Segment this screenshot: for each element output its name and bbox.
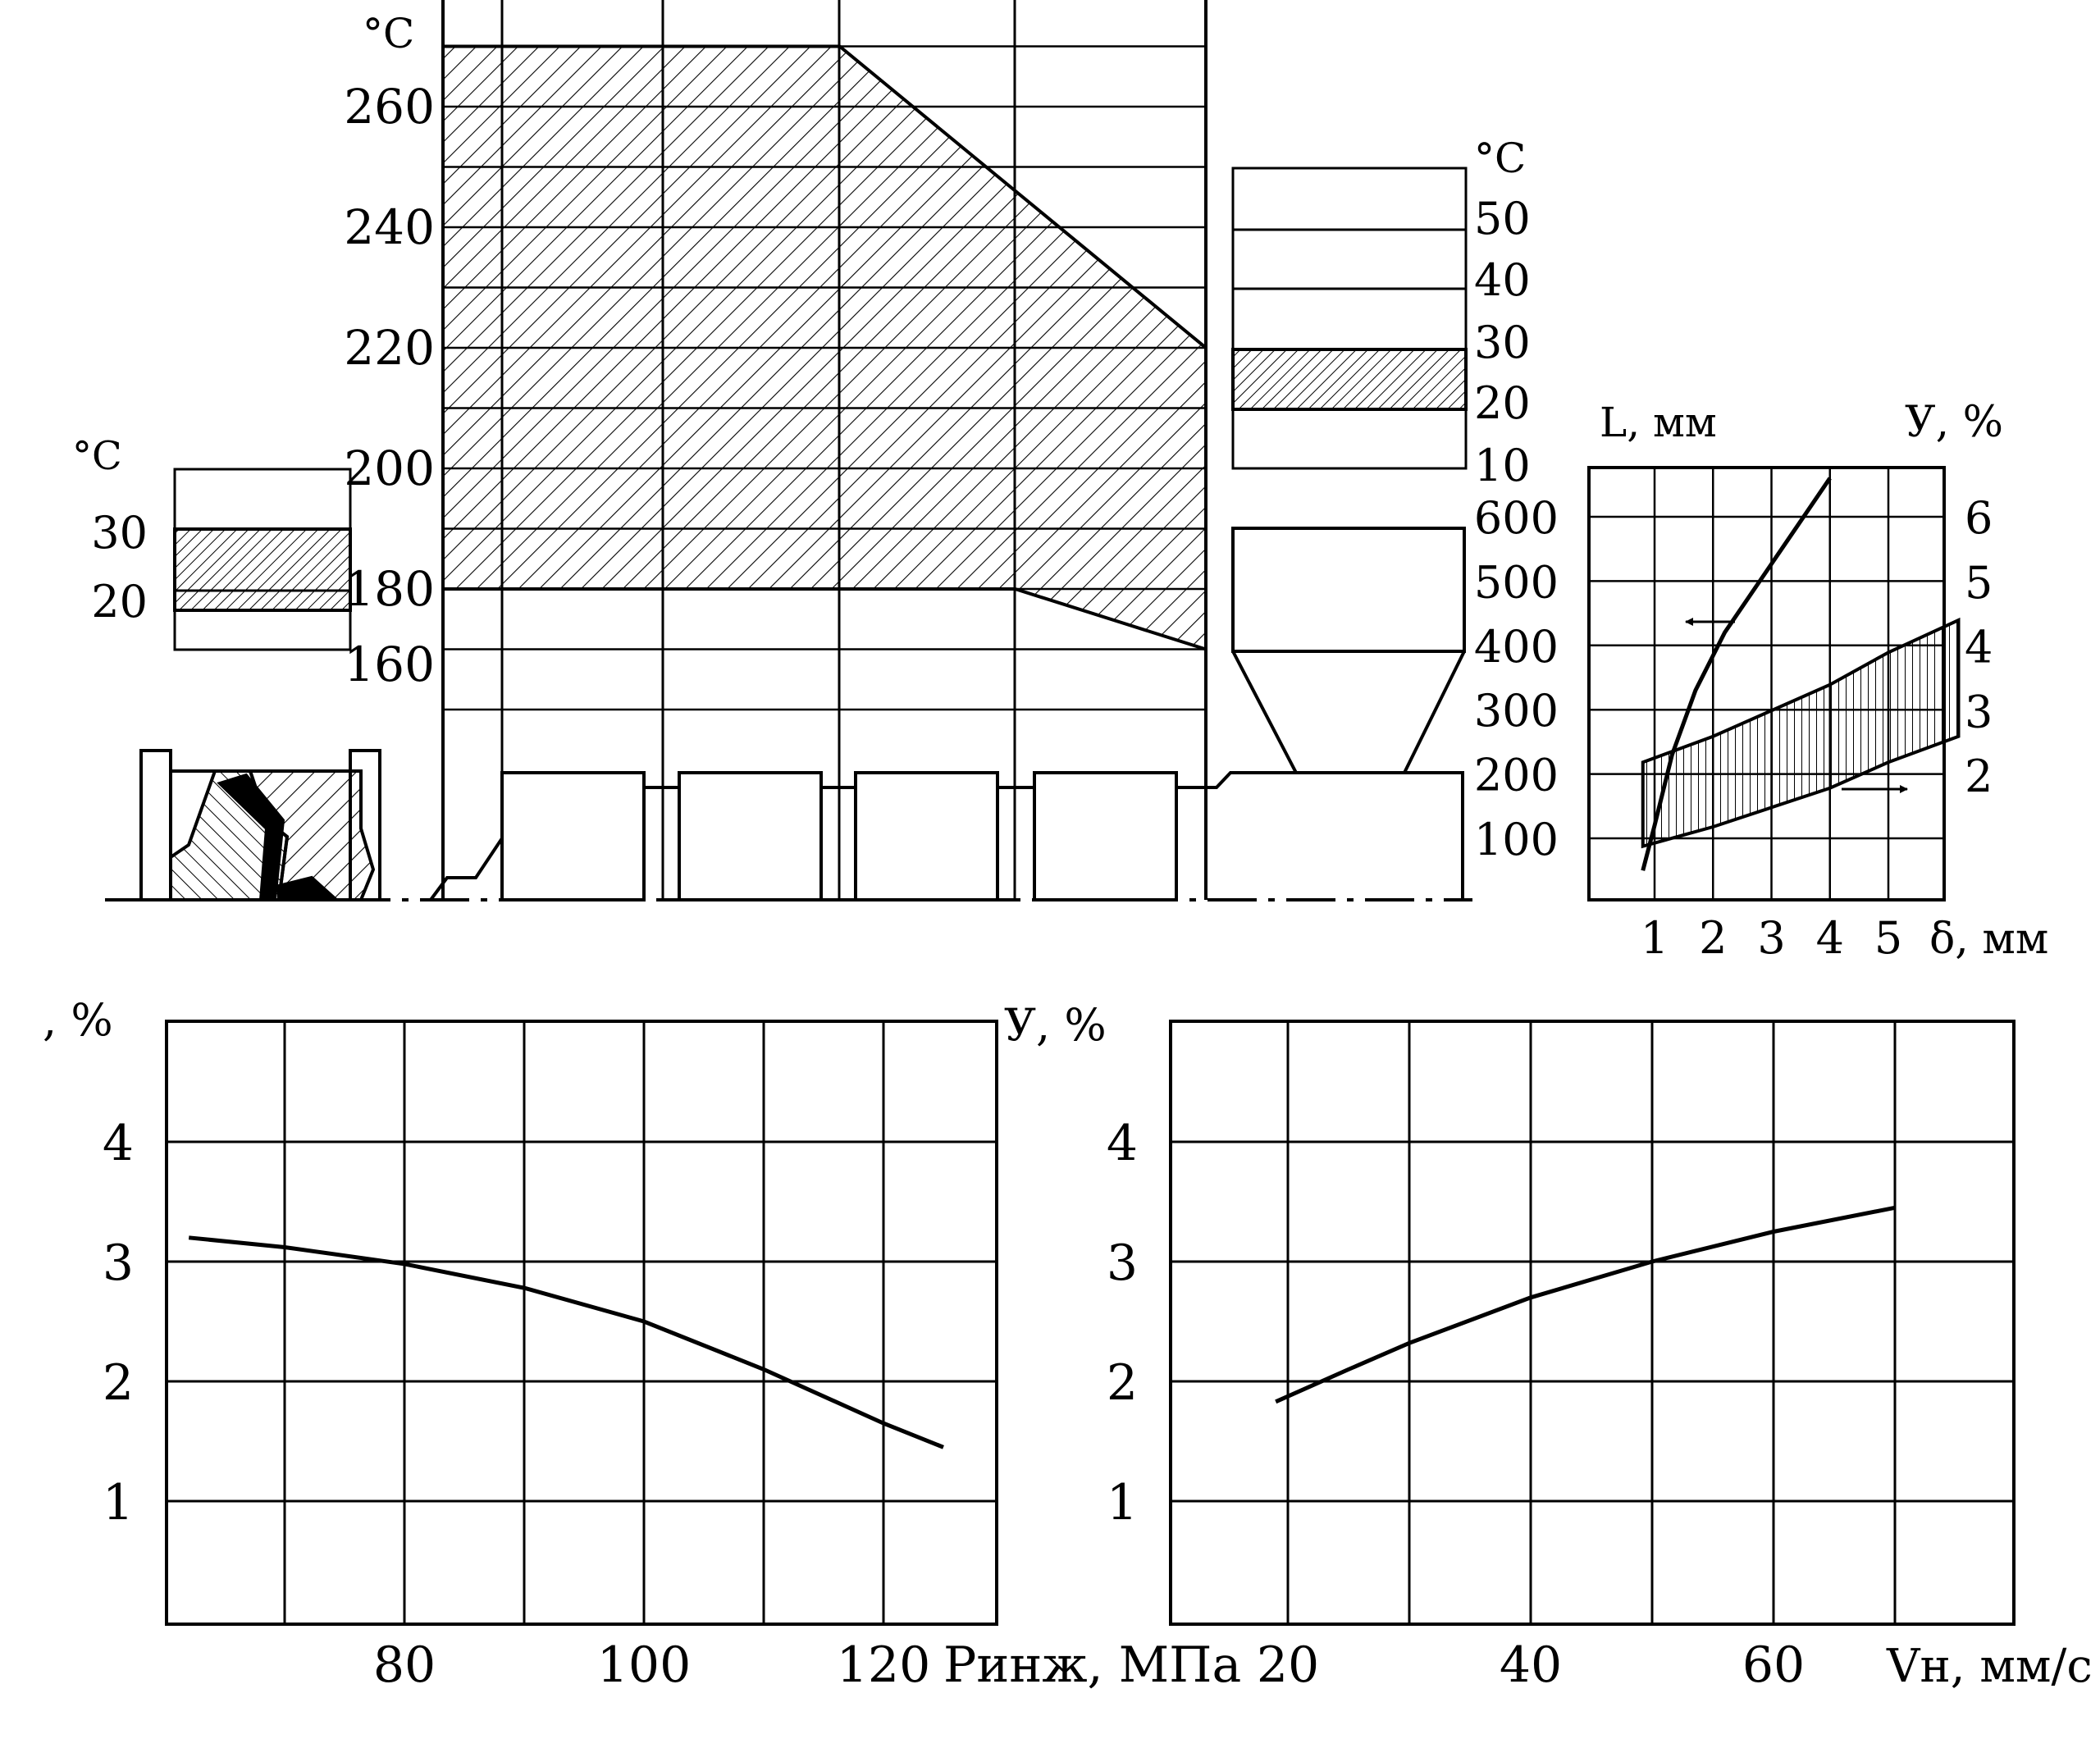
pressure-x-tick: 120 <box>837 1636 931 1694</box>
thickness-left-tick: 100 <box>1474 814 1559 865</box>
pressure-y-tick: 1 <box>103 1474 134 1531</box>
hopper-temperature-unit: °C <box>1474 135 1526 182</box>
barrel-heaters <box>500 771 1464 901</box>
hopper-temperature-tick-10: 10 <box>1474 440 1531 491</box>
thickness-right-tick: 2 <box>1965 751 1993 802</box>
barrel-temperature-chart: 260 240 220 200 180 160 °C <box>344 0 1208 900</box>
hopper-temperature-bar: °C 50 40 30 20 10 <box>1231 135 1531 491</box>
thickness-left-tick: 300 <box>1474 685 1559 737</box>
temperature-tick-label: 200 <box>344 440 435 496</box>
mold-temperature-band <box>173 527 352 612</box>
thickness-x-tick: 4 <box>1816 912 1844 964</box>
velocity-chart: 20 40 60 4 3 2 1 У, % Vн, мм/с <box>1004 999 2093 1694</box>
thickness-x-tick: 2 <box>1699 912 1727 964</box>
pressure-y-tick: 3 <box>103 1235 134 1292</box>
mold-temperature-tick-30: 30 <box>91 507 148 559</box>
velocity-y-tick: 3 <box>1107 1235 1138 1292</box>
velocity-x-tick: 60 <box>1742 1636 1805 1694</box>
thickness-x-axis-label: δ, мм <box>1929 915 2048 964</box>
velocity-x-tick: 20 <box>1257 1636 1319 1694</box>
velocity-y-axis-label: У, % <box>1004 999 1107 1051</box>
shrinkage-band <box>1641 617 1961 849</box>
velocity-shrinkage-curve <box>1275 1205 1896 1404</box>
temperature-axis-label: °C <box>363 10 414 57</box>
hopper-temperature-tick-40: 40 <box>1474 254 1531 306</box>
pressure-chart-ticks: 80 100 120 4 3 2 1 <box>103 1115 930 1694</box>
velocity-x-axis-label: Vн, мм/с <box>1886 1640 2093 1693</box>
pressure-y-tick: 2 <box>103 1354 134 1412</box>
hopper-icon <box>1231 527 1466 774</box>
mold-icon <box>139 749 381 901</box>
flow-length-curve <box>1641 477 1832 871</box>
pressure-chart-grid <box>165 1020 998 1626</box>
mold-temperature-tick-20: 20 <box>91 576 148 628</box>
thickness-left-tick: 200 <box>1474 750 1559 801</box>
temperature-tick-label: 160 <box>344 637 435 692</box>
pressure-x-tick: 80 <box>373 1636 436 1694</box>
temperature-tick-labels: 260 240 220 200 180 160 <box>344 79 435 692</box>
injection-machine-schematic <box>105 527 1472 901</box>
mold-temperature-unit: °C <box>72 433 122 479</box>
thickness-right-axis-label: У, % <box>1905 398 2003 447</box>
pressure-chart-frame <box>165 1020 998 1626</box>
thickness-left-tick: 500 <box>1474 556 1559 608</box>
hopper-temperature-frame <box>1231 167 1468 470</box>
thickness-right-tick: 6 <box>1965 492 1993 544</box>
temperature-tick-label: 180 <box>344 561 435 617</box>
velocity-chart-grid <box>1169 1020 2016 1626</box>
velocity-y-tick: 2 <box>1107 1354 1138 1412</box>
pressure-x-axis-label: Pинж, МПа <box>943 1636 1241 1694</box>
temperature-tick-label: 220 <box>344 320 435 376</box>
velocity-y-tick: 4 <box>1107 1115 1138 1172</box>
velocity-x-tick: 40 <box>1500 1636 1562 1694</box>
thickness-left-axis-label: L, мм <box>1600 399 1717 446</box>
pressure-x-tick: 100 <box>597 1636 692 1694</box>
temperature-tick-label: 260 <box>344 79 435 135</box>
thickness-right-tick: 4 <box>1965 622 1993 673</box>
velocity-chart-ticks: 20 40 60 4 3 2 1 <box>1107 1115 1805 1694</box>
temperature-tick-label: 240 <box>344 199 435 255</box>
thickness-right-tick: 3 <box>1965 686 1993 737</box>
thickness-left-tick: 400 <box>1474 621 1559 673</box>
barrel-temperature-band <box>441 44 1208 652</box>
thickness-x-tick: 3 <box>1757 912 1785 964</box>
hopper-temperature-tick-20: 20 <box>1474 377 1531 429</box>
pressure-chart: 80 100 120 4 3 2 1 , % Pинж, МПа <box>43 994 1241 1694</box>
mold-temperature-bar: °C 30 20 <box>72 433 352 651</box>
hopper-temperature-band <box>1231 348 1468 411</box>
hopper-temperature-tick-30: 30 <box>1474 317 1531 368</box>
hopper-temperature-tick-50: 50 <box>1474 193 1531 244</box>
velocity-y-tick: 1 <box>1107 1474 1138 1531</box>
thickness-left-tick: 600 <box>1474 492 1559 544</box>
pressure-shrinkage-curve <box>188 1235 944 1449</box>
pressure-y-tick: 4 <box>103 1115 134 1172</box>
thickness-x-tick: 1 <box>1641 912 1669 964</box>
thickness-x-tick: 5 <box>1874 912 1902 964</box>
velocity-chart-frame <box>1169 1020 2016 1626</box>
pressure-y-axis-label: , % <box>43 994 113 1046</box>
thickness-right-tick: 5 <box>1965 557 1993 609</box>
